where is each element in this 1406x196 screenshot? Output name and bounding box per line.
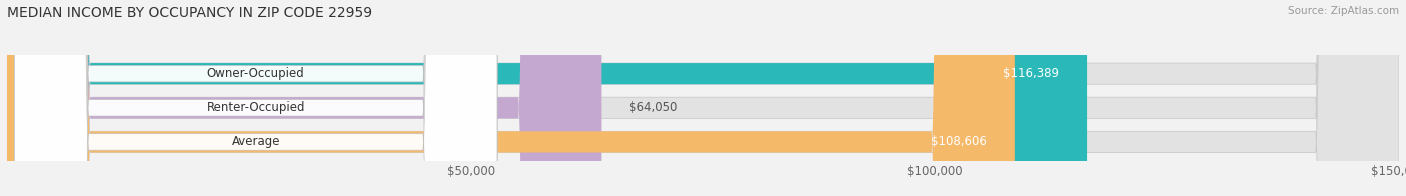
Text: Owner-Occupied: Owner-Occupied	[207, 67, 305, 80]
FancyBboxPatch shape	[7, 0, 1015, 196]
Text: $116,389: $116,389	[1004, 67, 1059, 80]
FancyBboxPatch shape	[14, 0, 496, 196]
FancyBboxPatch shape	[7, 0, 1087, 196]
FancyBboxPatch shape	[7, 0, 1399, 196]
Text: $108,606: $108,606	[931, 135, 987, 148]
Text: Renter-Occupied: Renter-Occupied	[207, 101, 305, 114]
FancyBboxPatch shape	[7, 0, 602, 196]
FancyBboxPatch shape	[7, 0, 1399, 196]
Text: Average: Average	[232, 135, 280, 148]
Text: MEDIAN INCOME BY OCCUPANCY IN ZIP CODE 22959: MEDIAN INCOME BY OCCUPANCY IN ZIP CODE 2…	[7, 6, 373, 20]
FancyBboxPatch shape	[14, 0, 496, 196]
FancyBboxPatch shape	[14, 0, 496, 196]
Text: Source: ZipAtlas.com: Source: ZipAtlas.com	[1288, 6, 1399, 16]
FancyBboxPatch shape	[7, 0, 1399, 196]
Text: $64,050: $64,050	[630, 101, 678, 114]
